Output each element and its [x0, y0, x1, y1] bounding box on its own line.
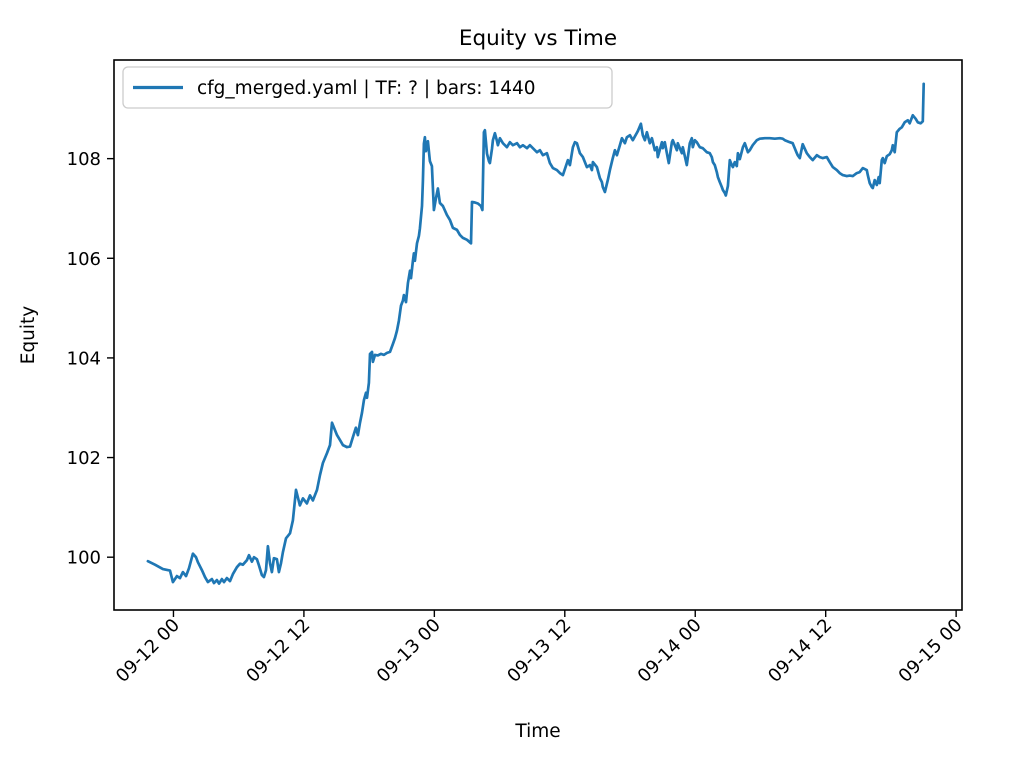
y-tick-label: 104	[67, 348, 101, 369]
y-tick-label: 102	[67, 448, 101, 469]
x-tick-label: 09-14 00	[634, 615, 706, 687]
legend-box	[122, 66, 613, 109]
x-axis-label: Time	[514, 721, 560, 742]
y-tick-label: 100	[67, 548, 101, 569]
x-tick-label: 09-13 12	[503, 615, 575, 687]
legend-entry-label: cfg_merged.yaml | TF: ? | bars: 1440	[197, 78, 536, 99]
plot-border	[113, 59, 963, 611]
x-tick-label: 09-15 00	[895, 615, 967, 687]
x-tick-label: 09-12 00	[112, 615, 184, 687]
x-axis-ticks: 09-12 00 09-12 12 09-13 00 09-13 12 09-14 00…	[112, 610, 967, 687]
y-tick-label: 108	[67, 149, 101, 170]
x-tick-label: 09-13 00	[373, 615, 445, 687]
y-tick-label: 106	[67, 249, 101, 270]
legend: cfg_merged.yaml | TF: ? | bars: 1440	[122, 66, 613, 109]
y-axis-ticks: 100 102 104 106 108	[67, 149, 114, 569]
y-axis-label: Equity	[18, 306, 39, 365]
x-tick-label: 09-14 12	[764, 615, 836, 687]
x-tick-label: 09-12 12	[242, 615, 314, 687]
chart-title: Equity vs Time	[459, 26, 617, 51]
equity-line-series	[146, 82, 926, 585]
